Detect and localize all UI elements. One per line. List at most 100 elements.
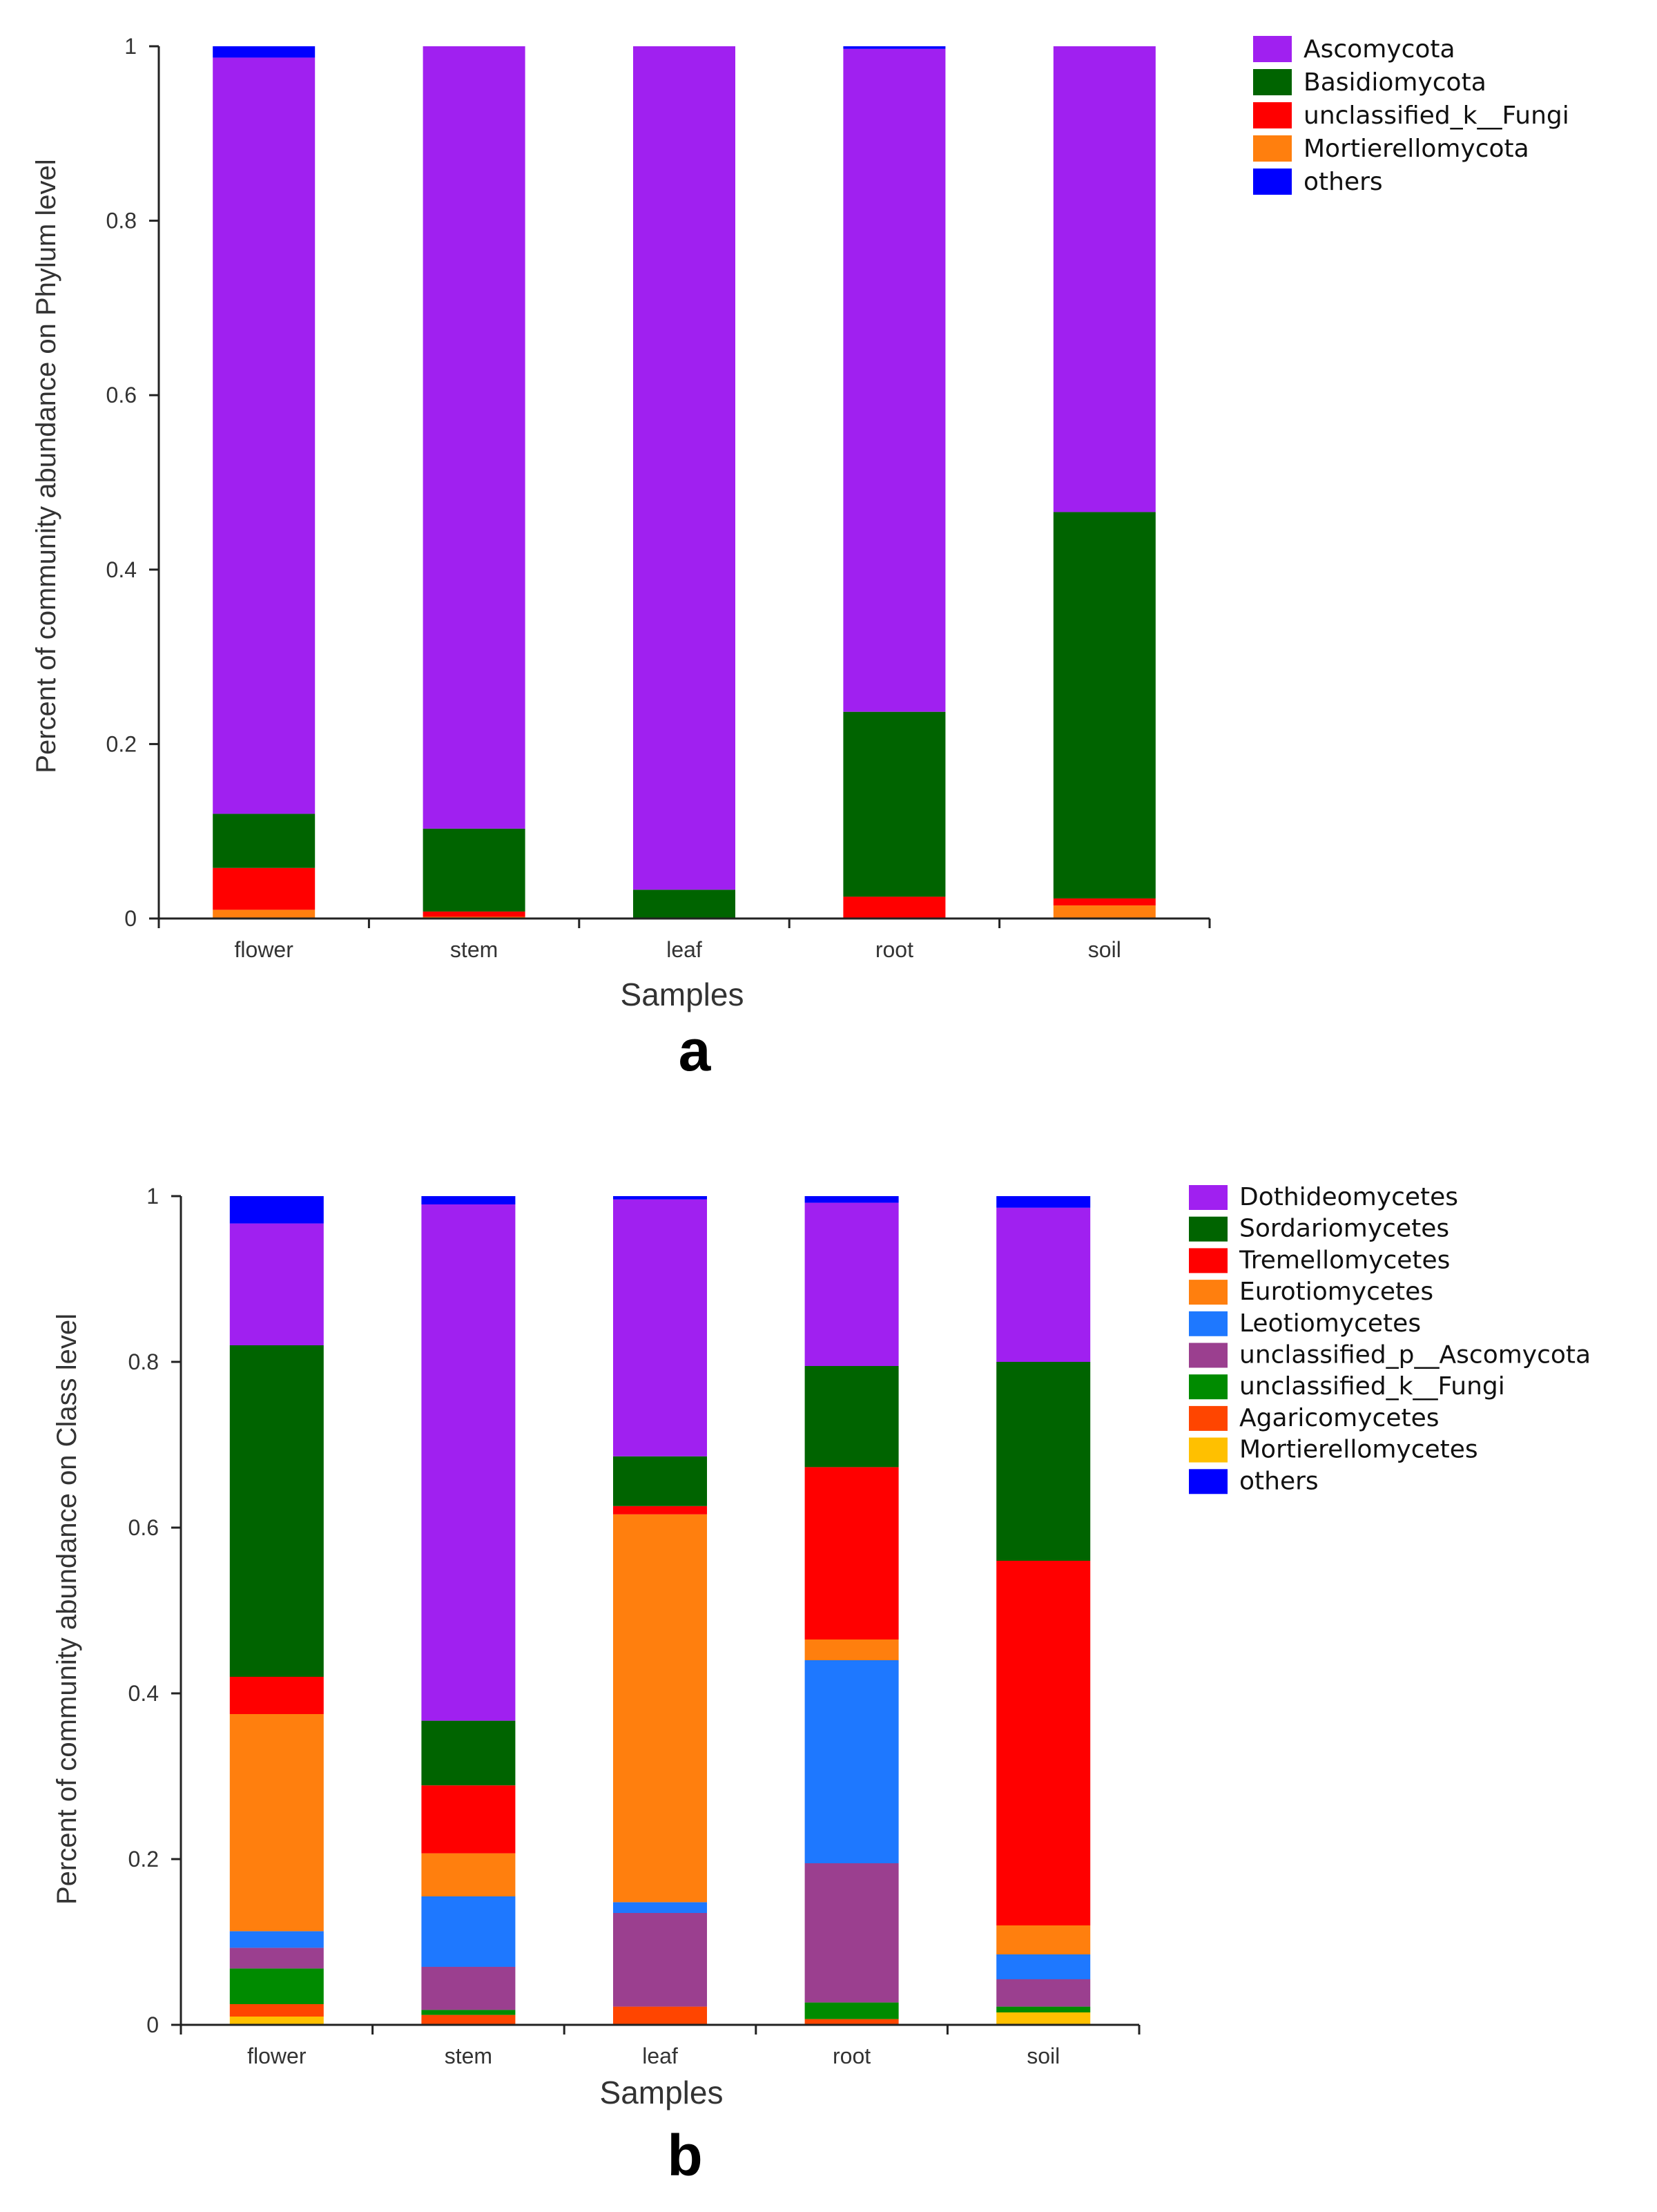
panel-b-legend-swatch-unclassified-p-ascomycota (1189, 1343, 1228, 1368)
panel-b-bar-stem-others (421, 1196, 516, 1204)
panel-b-bar-leaf-agaricomycetes (613, 2006, 707, 2025)
panel-b-x-ticks: flower stem leaf root soil (180, 2025, 1141, 2068)
panel-b-legend-label-unclassified-k-fungi: unclassified_k__Fungi (1239, 1372, 1505, 1401)
panel-b-legend: Dothideomycetes Sordariomycetes Tremellomy… (1189, 1183, 1591, 1495)
panel-b-bar-soil-leotiomycetes (996, 1954, 1091, 1979)
panel-b-bar-root-unclassified-p-ascomycota (804, 1863, 899, 2003)
panel-b-y-tick-label: 0.2 (128, 1847, 159, 1872)
panel-a-x-tick-label-root: root (875, 937, 913, 962)
panel-b-bar-soil-unclassified-p-ascomycota (996, 1979, 1091, 2007)
panel-b-bar-soil-eurotiomycetes (996, 1925, 1091, 1954)
panel-b-bar-leaf-others (613, 1196, 707, 1200)
panel-a-legend-swatch-others (1253, 169, 1292, 195)
panel-a-legend-swatch-mortierellomycota (1253, 135, 1292, 162)
panel-a-x-ticks: flower stem leaf root soil (157, 919, 1211, 962)
panel-a-y-tick-label: 0 (124, 906, 137, 931)
panel-a-bar-flower-ascomycota (213, 57, 316, 814)
panel-b-legend-swatch-dothideomycetes (1189, 1185, 1228, 1210)
panel-b-bar-flower-unclassified-p-ascomycota (229, 1947, 324, 1969)
panel-a-bar-stem-unclassified-k-fungi (423, 911, 525, 917)
panel-b-legend-swatch-leotiomycetes (1189, 1311, 1228, 1336)
panel-b-x-tick-label-leaf: leaf (642, 2043, 678, 2068)
panel-b-x-tick-label-soil: soil (1027, 2043, 1060, 2068)
panel-a-bar-stem-basidiomycota (423, 828, 525, 912)
panel-a-y-tick-label: 0.8 (106, 209, 137, 233)
panel-b-bar-stem-unclassified-k-fungi (421, 2010, 516, 2015)
panel-a-y-tick-label: 0.4 (106, 557, 137, 582)
panel-b-legend-swatch-others (1189, 1469, 1228, 1494)
panel-b-legend-label-dothideomycetes: Dothideomycetes (1239, 1183, 1458, 1211)
panel-b-bar-flower-agaricomycetes (229, 2004, 324, 2017)
panel-b-y-tick-label: 0.8 (128, 1349, 159, 1374)
panel-a-legend-label-basidiomycota: Basidiomycota (1304, 68, 1486, 97)
panel-b-bar-root-leotiomycetes (804, 1660, 899, 1863)
panel-a-bar-root-others (843, 46, 946, 49)
panel-a-legend-swatch-unclassified-k-fungi (1253, 102, 1292, 128)
panel-b-y-tick-label: 0 (146, 2012, 159, 2037)
panel-b-bar-flower-sordariomycetes (229, 1345, 324, 1677)
panel-b-legend-label-unclassified-p-ascomycota: unclassified_p__Ascomycota (1239, 1341, 1591, 1369)
panel-b-bar-leaf-eurotiomycetes (613, 1514, 707, 1903)
panel-b-bar-root-dothideomycetes (804, 1202, 899, 1366)
panel-a-bar-flower-unclassified-k-fungi (213, 867, 316, 910)
panel-b-chart: 0 0.2 0.4 0.6 0.8 1 flower stem leaf root soil Pe… (52, 1183, 1591, 2188)
panel-b-bar-soil-others (996, 1196, 1091, 1208)
panel-b-legend-swatch-tremellomycetes (1189, 1248, 1228, 1273)
panel-a-letter: a (679, 1018, 712, 1083)
panel-b-bar-flower-eurotiomycetes (229, 1714, 324, 1932)
panel-a-chart: 0 0.2 0.4 0.6 0.8 1 flower stem leaf root soil Pe… (31, 34, 1569, 1083)
panel-a-bar-leaf-ascomycota (633, 46, 735, 890)
panel-b-legend-swatch-mortierellomycetes (1189, 1437, 1228, 1463)
panel-b-y-tick-label: 0.4 (128, 1681, 159, 1706)
panel-a-bar-root-ascomycota (843, 48, 946, 712)
panel-b-bar-flower-tremellomycetes (229, 1677, 324, 1714)
panel-b-x-tick-label-stem: stem (445, 2043, 492, 2068)
panel-b-x-tick-label-flower: flower (247, 2043, 307, 2068)
panel-b-bar-leaf-unclassified-p-ascomycota (613, 1913, 707, 2007)
panel-a-bars (213, 46, 1156, 919)
panel-a-y-tick-label: 1 (124, 34, 137, 59)
panel-b-y-ticks: 0 0.2 0.4 0.6 0.8 1 (128, 1184, 181, 2037)
panel-b-bar-stem-sordariomycetes (421, 1720, 516, 1786)
panel-b-bar-leaf-tremellomycetes (613, 1506, 707, 1514)
panel-b-bar-root-sordariomycetes (804, 1366, 899, 1468)
panel-a-bar-flower-basidiomycota (213, 814, 316, 868)
panel-a-bar-stem-ascomycota (423, 46, 525, 829)
panel-b-bar-root-unclassified-k-fungi (804, 2002, 899, 2019)
panel-b-bar-root-agaricomycetes (804, 2019, 899, 2025)
panel-a-bar-soil-mortierellomycota (1053, 905, 1156, 919)
panel-a-legend-label-mortierellomycota: Mortierellomycota (1304, 135, 1529, 163)
panel-b-bar-stem-eurotiomycetes (421, 1853, 516, 1896)
panel-b-bar-leaf-dothideomycetes (613, 1199, 707, 1456)
panel-a-legend-label-others: others (1304, 168, 1383, 196)
panel-a-bar-leaf-basidiomycota (633, 889, 735, 918)
panel-a-legend-label-ascomycota: Ascomycota (1304, 35, 1455, 64)
panel-b-legend-swatch-agaricomycetes (1189, 1405, 1228, 1431)
panel-a-y-ticks: 0 0.2 0.4 0.6 0.8 1 (106, 34, 159, 931)
panel-a-x-tick-label-stem: stem (450, 937, 498, 962)
panel-b-bar-flower-others (229, 1196, 324, 1224)
panel-b-x-axis-title: Samples (600, 2075, 724, 2110)
panel-a-y-tick-label: 0.2 (106, 731, 137, 756)
panel-a-bar-soil-ascomycota (1053, 46, 1156, 512)
panel-b-legend-swatch-unclassified-k-fungi (1189, 1374, 1228, 1400)
panel-b-letter: b (667, 2123, 702, 2188)
panel-b-legend-label-agaricomycetes: Agaricomycetes (1239, 1404, 1440, 1432)
panel-b-bar-flower-dothideomycetes (229, 1223, 324, 1345)
panel-b-bars (229, 1196, 1091, 2025)
panel-b-bar-stem-tremellomycetes (421, 1785, 516, 1854)
panel-b-bar-leaf-sordariomycetes (613, 1456, 707, 1506)
panel-a-x-axis-title: Samples (621, 977, 744, 1012)
panel-a-legend-label-unclassified-k-fungi: unclassified_k__Fungi (1304, 102, 1569, 130)
panel-a-legend: Ascomycota Basidiomycota unclassified_k__F… (1253, 35, 1569, 196)
panel-a-bar-root-unclassified-k-fungi (843, 896, 946, 919)
panel-b-bar-stem-agaricomycetes (421, 2014, 516, 2025)
panel-b-bar-soil-tremellomycetes (996, 1561, 1091, 1925)
panel-b-y-axis-title: Percent of community abundance on Class … (52, 1314, 82, 1905)
panel-b-legend-swatch-eurotiomycetes (1189, 1280, 1228, 1305)
panel-b-legend-label-mortierellomycetes: Mortierellomycetes (1239, 1436, 1478, 1464)
panel-b-y-tick-label: 0.6 (128, 1515, 159, 1540)
panel-b-bar-stem-unclassified-p-ascomycota (421, 1967, 516, 2010)
panel-b-bar-flower-leotiomycetes (229, 1931, 324, 1948)
panel-b-bar-flower-mortierellomycetes (229, 2017, 324, 2025)
